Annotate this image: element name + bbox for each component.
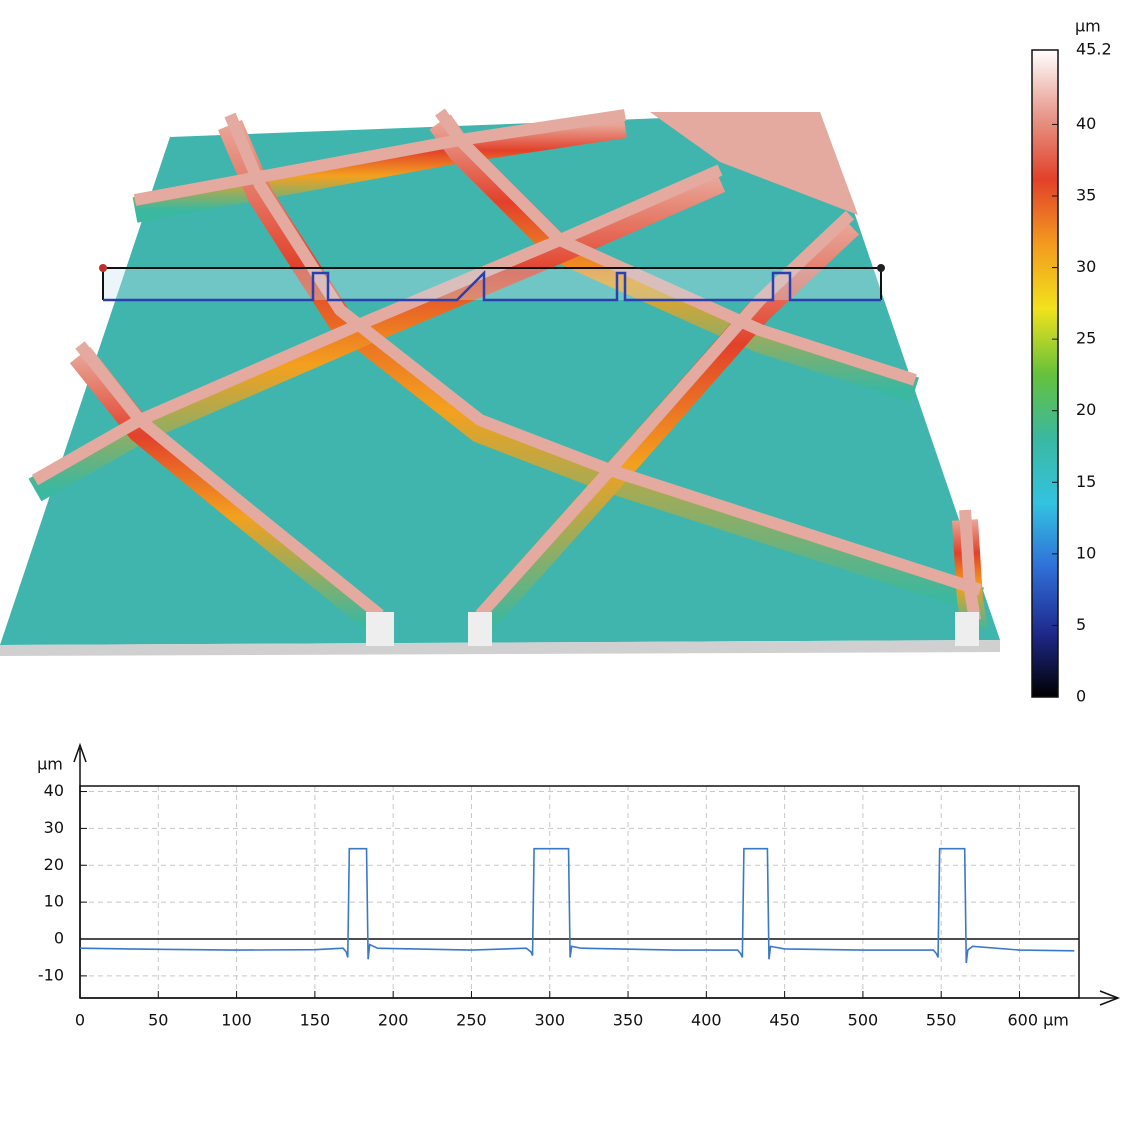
x-tick-label: 300 (534, 1011, 565, 1030)
colorbar-tick-label: 15 (1076, 472, 1096, 491)
x-tick-label: 350 (613, 1011, 644, 1030)
y-tick-label: -10 (38, 965, 64, 984)
colorbar-tick-label: 10 (1076, 543, 1096, 562)
colorbar-tick-label: 0 (1076, 687, 1086, 706)
x-tick-label: 0 (75, 1011, 85, 1030)
colorbar-tick-label: 45.2 (1076, 40, 1112, 59)
x-tick-label: 250 (456, 1011, 487, 1030)
colorbar-unit: µm (1075, 17, 1101, 36)
surface-render (0, 108, 1000, 656)
x-tick-label: 600 µm (1007, 1011, 1068, 1030)
colorbar-tick-label: 20 (1076, 400, 1096, 419)
colorbar-tick-label: 30 (1076, 257, 1096, 276)
plot-frame (79, 785, 1080, 999)
colorbar-tick-label: 5 (1076, 615, 1086, 634)
x-arrowhead (1099, 990, 1121, 1006)
x-tick-label: 200 (378, 1011, 409, 1030)
y-tick-label: 20 (44, 855, 64, 874)
y-tick-label: 30 (44, 818, 64, 837)
colorbar: µm 0 5 10 15 20 25 30 35 40 45.2 (1031, 17, 1112, 706)
x-tick-label: 500 (848, 1011, 879, 1030)
y-arrowhead (73, 742, 87, 763)
x-tick-label: 450 (769, 1011, 800, 1030)
y-tick-label: 40 (44, 781, 64, 800)
x-tick-label: 100 (221, 1011, 252, 1030)
x-tick-label: 400 (691, 1011, 722, 1030)
x-tick-label: 150 (300, 1011, 331, 1030)
colorbar-scale (1031, 49, 1059, 698)
x-tick-label: 550 (926, 1011, 957, 1030)
colorbar-tick-label: 40 (1076, 114, 1096, 133)
x-tick-label: 50 (148, 1011, 168, 1030)
y-tick-label: 0 (54, 929, 64, 948)
y-tick-label: 10 (44, 892, 64, 911)
y-axis-unit: µm (37, 755, 63, 774)
profile-line (79, 847, 1075, 964)
colorbar-tick-label: 25 (1076, 329, 1096, 348)
colorbar-tick-label: 35 (1076, 186, 1096, 205)
